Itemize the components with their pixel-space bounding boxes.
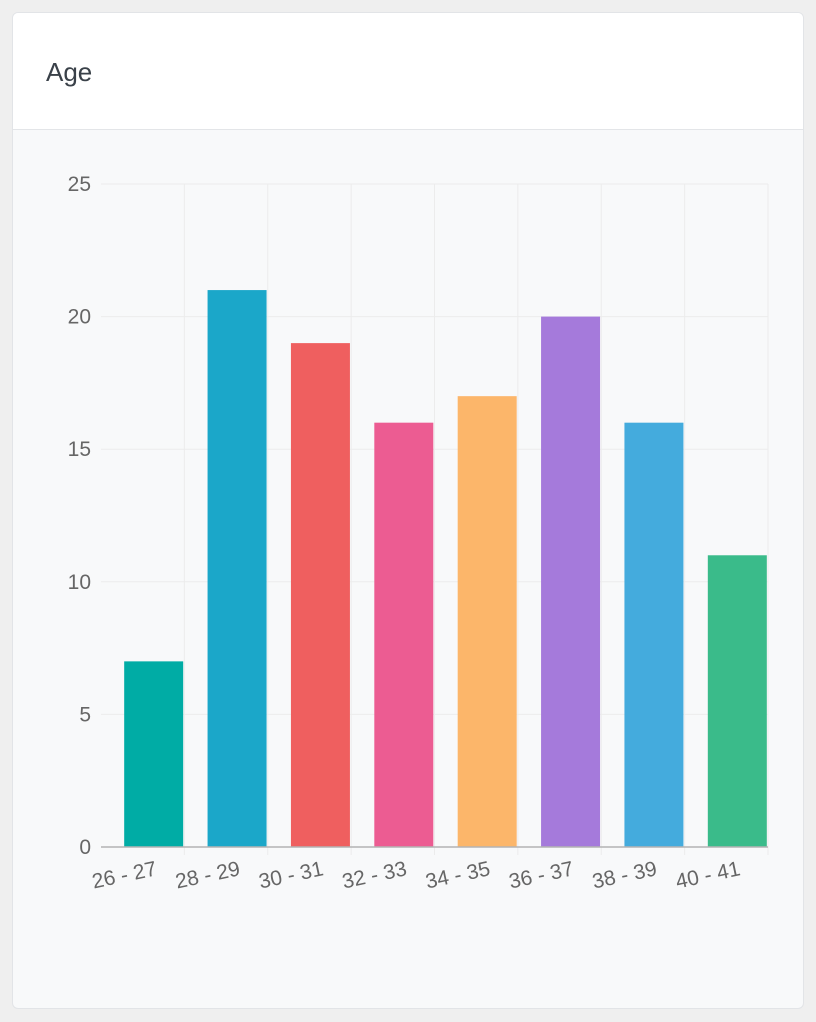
card-header: Age: [13, 13, 803, 130]
age-bar-chart: 0 5 10 15 20 25 26 - 27 28 - 29 30 - 31 32 - 33 34…: [68, 173, 769, 893]
age-card: Age 0 5 10 15 20 25 26 - 27 28 - 29 30 - 31 32 - …: [12, 12, 804, 1009]
x-tick-label: 40 - 41: [674, 857, 743, 893]
bar-32-33: [374, 422, 434, 847]
y-tick-label: 15: [68, 438, 91, 461]
x-tick-label: 34 - 35: [423, 857, 492, 893]
y-tick-label: 0: [79, 836, 91, 859]
x-tick-label: 38 - 39: [590, 857, 659, 893]
x-tick-label: 28 - 29: [173, 857, 242, 893]
x-tick-label: 26 - 27: [90, 857, 159, 893]
bar-26-27: [124, 661, 184, 847]
bar-40-41: [707, 555, 767, 847]
y-tick-label: 10: [68, 571, 91, 594]
bar-28-29: [207, 290, 267, 848]
x-tick-label: 30 - 31: [257, 857, 326, 893]
card-title: Age: [46, 57, 93, 87]
y-tick-label: 20: [68, 306, 91, 329]
x-tick-label: 32 - 33: [340, 857, 409, 893]
bar-34-35: [457, 396, 517, 847]
bar-38-39: [624, 422, 684, 847]
y-tick-label: 25: [68, 173, 91, 196]
x-tick-label: 36 - 37: [507, 857, 576, 893]
bar-30-31: [290, 343, 350, 847]
y-tick-label: 5: [79, 703, 91, 726]
bar-36-37: [541, 316, 601, 848]
